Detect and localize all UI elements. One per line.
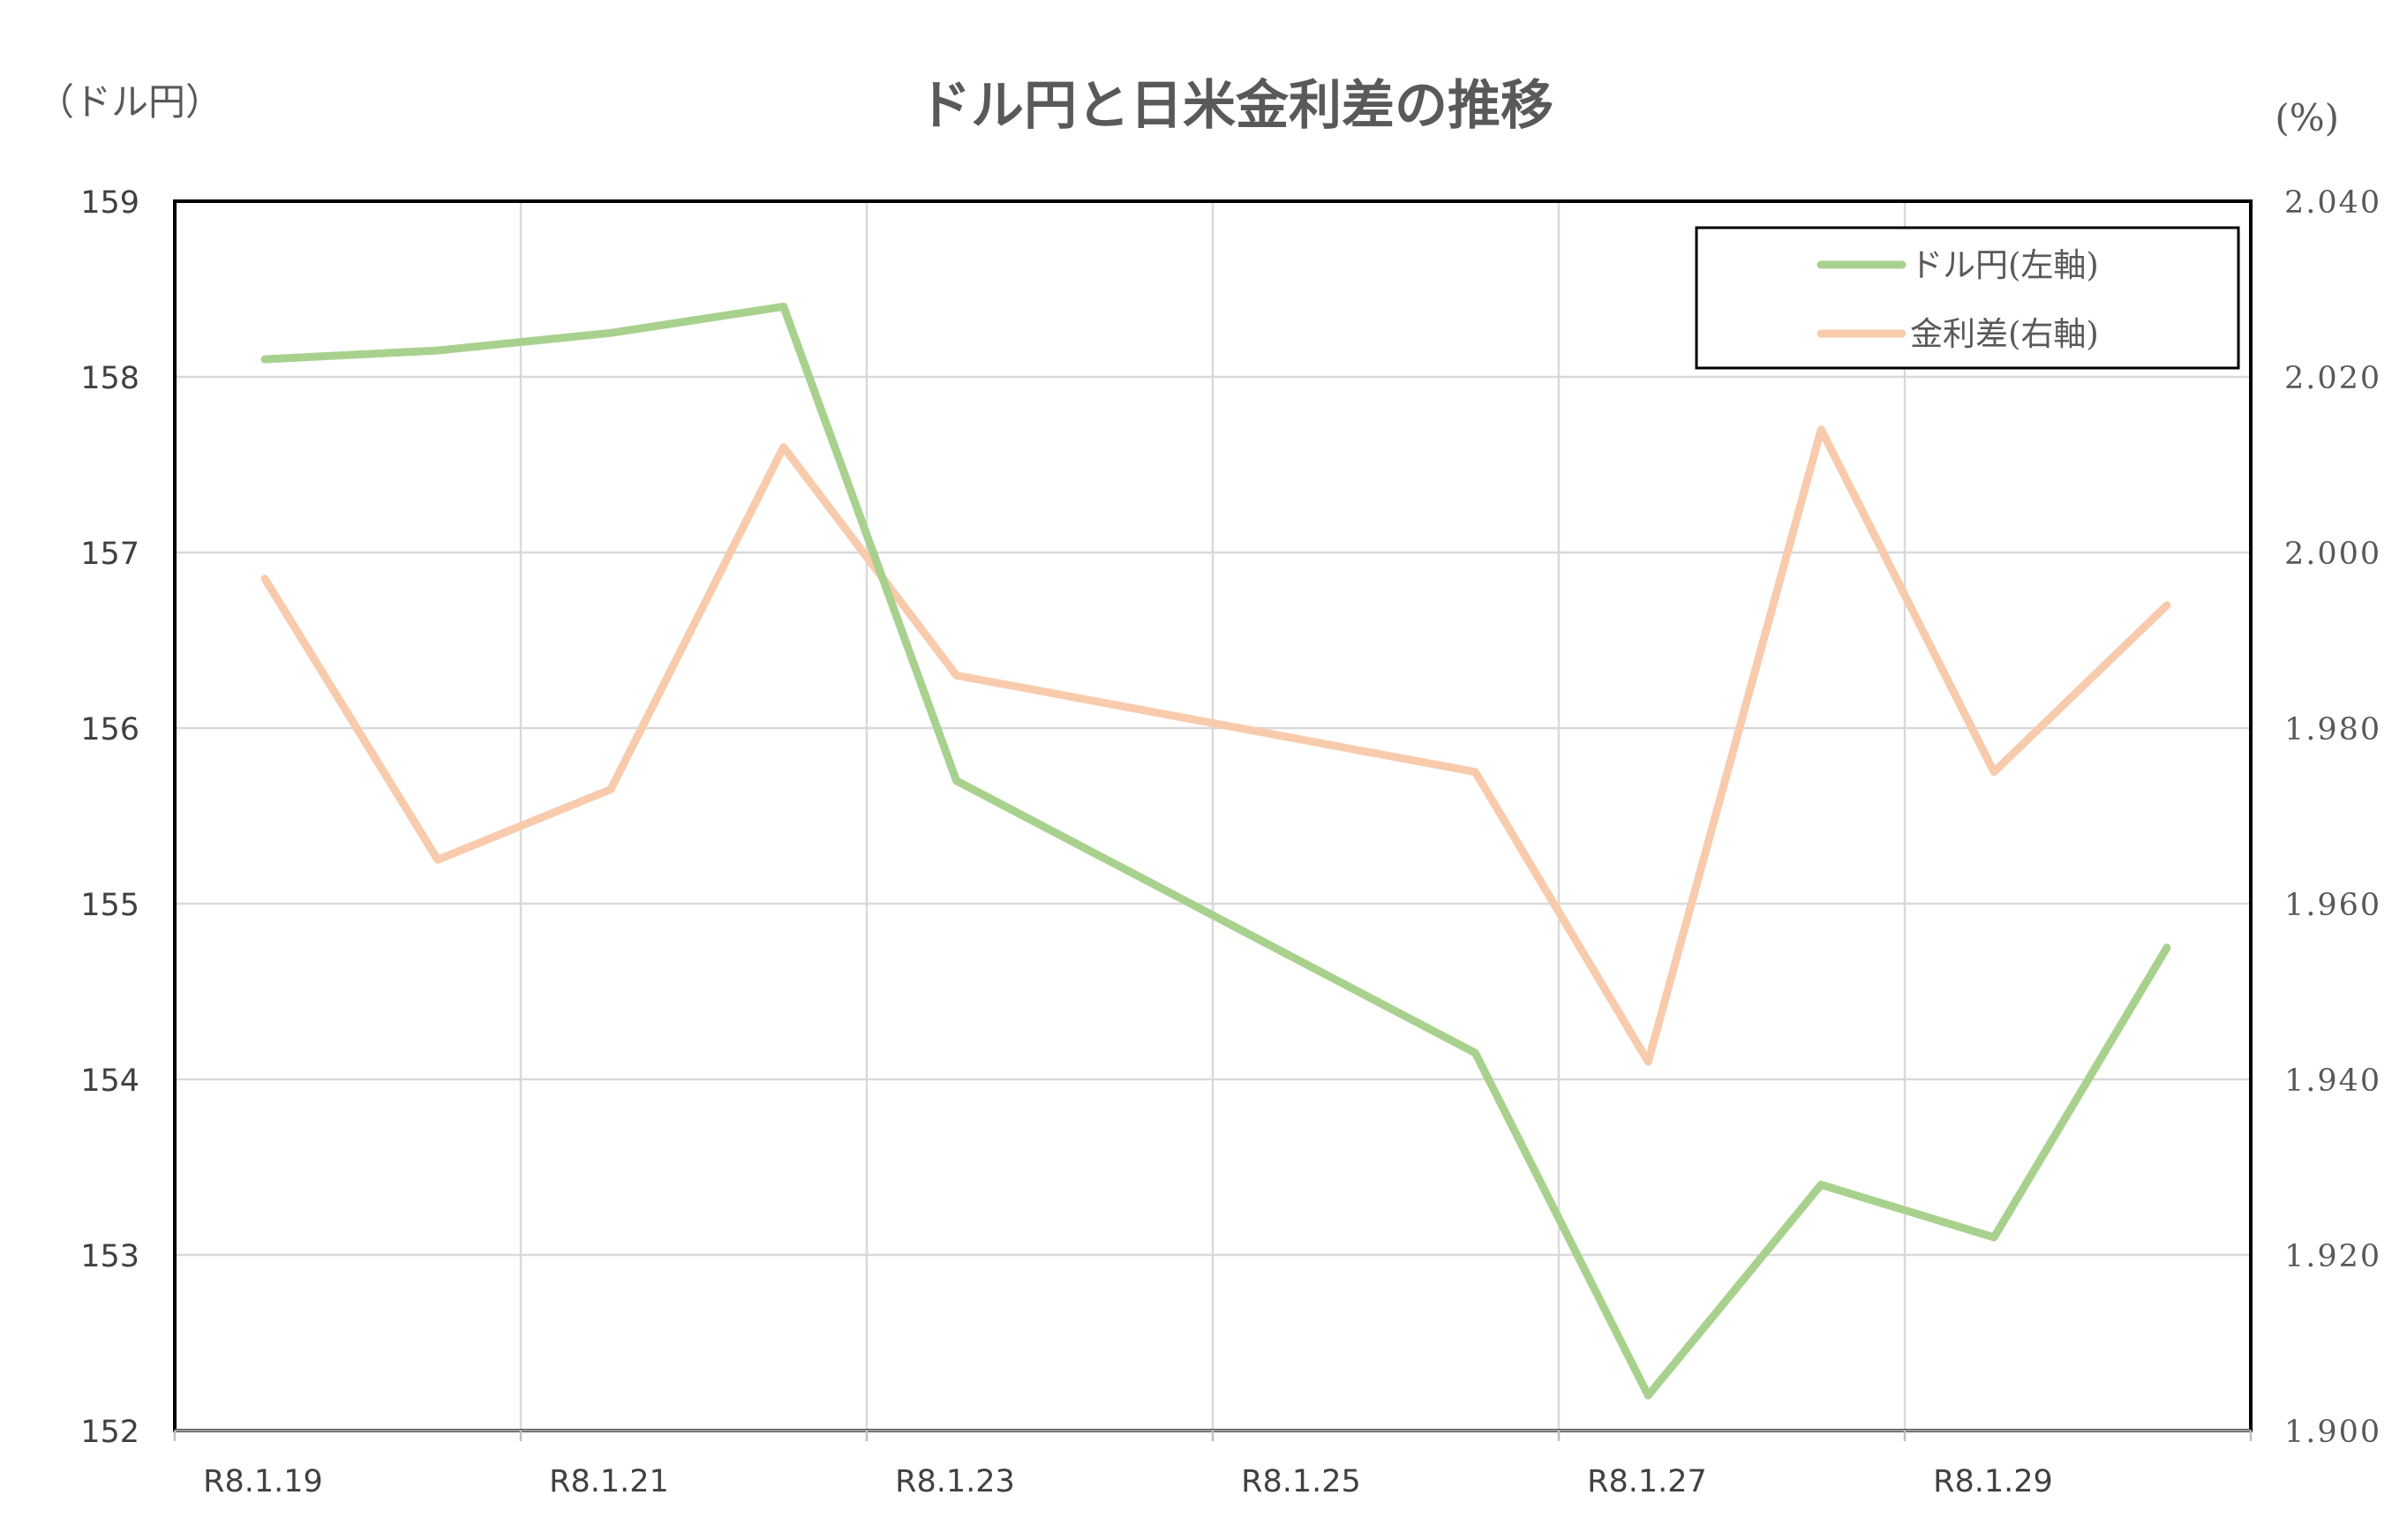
- x-tick-label: R8.1.27: [1587, 1464, 1707, 1499]
- left-tick-label: 152: [80, 1415, 139, 1450]
- left-tick-label: 158: [80, 361, 139, 396]
- left-tick-label: 159: [80, 185, 139, 221]
- right-tick-label: 2.000: [2284, 537, 2381, 572]
- chart-title: ドル円と日米金利差の推移: [918, 75, 1553, 137]
- right-axis-unit: (%): [2275, 96, 2339, 139]
- x-tick-label: R8.1.29: [1933, 1464, 2053, 1499]
- right-tick-label: 2.020: [2284, 361, 2381, 396]
- left-tick-label: 157: [80, 537, 139, 572]
- right-tick-label: 1.960: [2284, 888, 2381, 923]
- legend-box: [1695, 226, 2240, 370]
- right-tick-label: 1.940: [2284, 1063, 2381, 1099]
- right-tick-label: 1.920: [2284, 1239, 2381, 1274]
- left-axis: 152 153 154 155 156 157 158 159: [80, 185, 139, 1450]
- left-axis-unit: （ドル円）: [37, 80, 222, 124]
- left-tick-label: 153: [80, 1239, 139, 1274]
- left-tick-label: 154: [80, 1063, 139, 1099]
- legend: ドル円(左軸) 金利差(右軸): [1695, 226, 2240, 370]
- x-tick-label: R8.1.19: [203, 1464, 323, 1499]
- x-tick-label: R8.1.23: [895, 1464, 1015, 1499]
- series-line-usdjpy: [260, 302, 2171, 1400]
- x-tick-label: R8.1.21: [549, 1464, 669, 1499]
- gridlines: [175, 201, 2251, 1431]
- left-tick-label: 156: [80, 712, 139, 747]
- right-tick-label: 1.900: [2284, 1415, 2381, 1450]
- legend-label-spread: 金利差(右軸): [1910, 315, 2099, 353]
- series-line-spread: [260, 425, 2171, 1066]
- series-layer: [260, 302, 2171, 1400]
- right-axis: 1.900 1.920 1.940 1.960 1.980 2.000 2.020 2.040: [2284, 185, 2381, 1450]
- right-tick-label: 1.980: [2284, 712, 2381, 747]
- x-tick-label: R8.1.25: [1241, 1464, 1361, 1499]
- right-tick-label: 2.040: [2284, 185, 2381, 221]
- left-tick-label: 155: [80, 888, 139, 923]
- legend-label-usdjpy: ドル円(左軸): [1910, 246, 2099, 284]
- x-axis: R8.1.19 R8.1.21 R8.1.23 R8.1.25 R8.1.27 R8.1.…: [173, 1431, 2253, 1499]
